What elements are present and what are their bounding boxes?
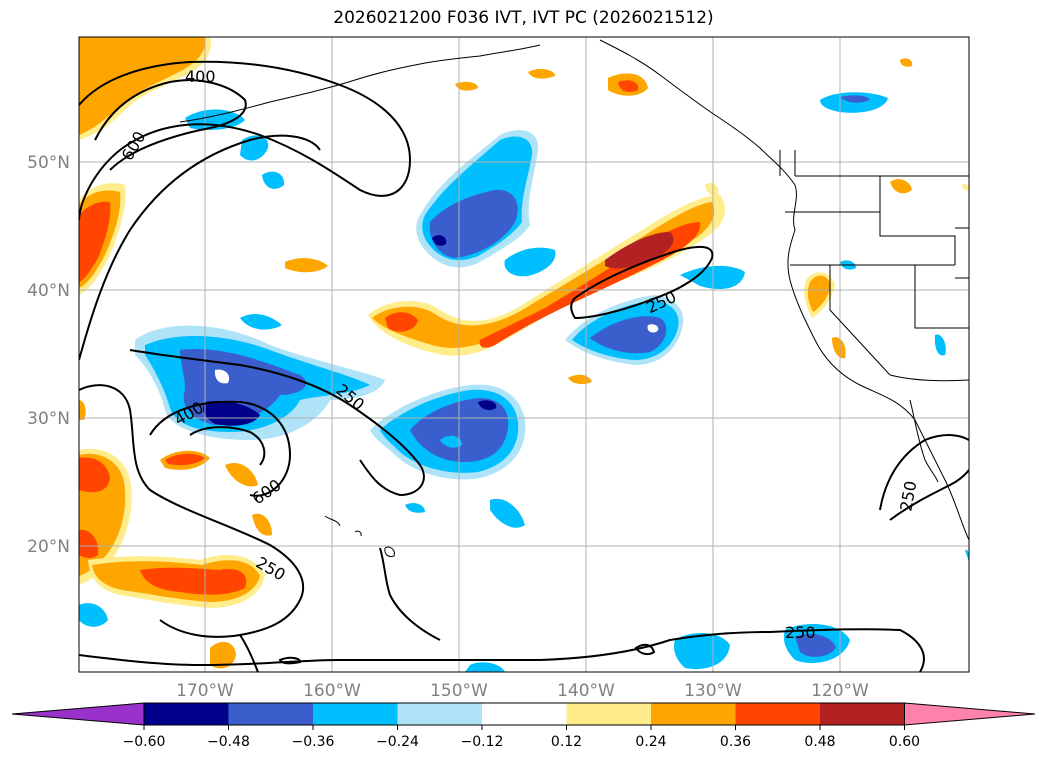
contour-label: 400: [185, 67, 216, 86]
political-borders: [779, 150, 969, 382]
lat-label: 30°N: [27, 409, 70, 429]
colorbar-segment: [820, 703, 905, 725]
negative-anomaly-shading: [79, 92, 969, 672]
lon-label: 170°W: [176, 681, 234, 701]
lon-label: 120°W: [811, 681, 869, 701]
map-panel: 400 600 250 250 400 600 250 250 250: [79, 37, 969, 672]
colorbar-extend-high: [904, 702, 1036, 726]
colorbar-tick-label: −0.12: [461, 734, 504, 750]
lon-label: 160°W: [303, 681, 361, 701]
colorbar-segment: [228, 703, 313, 725]
lat-label: 20°N: [27, 537, 70, 557]
ivt-contours: [79, 60, 969, 672]
lat-label: 50°N: [27, 153, 70, 173]
colorbar-tick-label: 0.60: [889, 734, 920, 750]
colorbar-tick-label: −0.24: [376, 734, 419, 750]
colorbar-tick-label: −0.36: [292, 734, 335, 750]
colorbar-tick-label: 0.48: [804, 734, 835, 750]
lon-label: 130°W: [684, 681, 742, 701]
colorbar-tick-label: 0.12: [551, 734, 582, 750]
positive-anomaly-shading: [79, 37, 969, 669]
colorbar-segment: [313, 703, 398, 725]
lon-label: 150°W: [430, 681, 488, 701]
coastlines: [179, 39, 969, 557]
colorbar-extend-low: [11, 702, 145, 726]
colorbar: −0.60 −0.48 −0.36 −0.24 −0.12 0.12 0.24 0.36 0.4…: [11, 702, 1036, 750]
map-frame: [78, 36, 970, 673]
graticule: [79, 37, 969, 672]
colorbar-tick-label: −0.60: [123, 734, 166, 750]
colorbar-segment: [144, 703, 229, 725]
colorbar-segment: [482, 703, 567, 725]
lat-label: 40°N: [27, 281, 70, 301]
colorbar-tick-label: 0.36: [720, 734, 751, 750]
colorbar-tick-label: 0.24: [635, 734, 666, 750]
latitude-labels: 50°N 40°N 30°N 20°N: [27, 153, 70, 557]
map-title: 2026021200 F036 IVT, IVT PC (2026021512): [333, 8, 714, 28]
contour-label: 250: [785, 623, 816, 642]
lon-label: 140°W: [557, 681, 615, 701]
longitude-labels: 170°W 160°W 150°W 140°W 130°W 120°W: [176, 681, 869, 701]
colorbar-tick-label: −0.48: [207, 734, 250, 750]
colorbar-segment: [566, 703, 651, 725]
colorbar-segment: [735, 703, 820, 725]
colorbar-segment: [397, 703, 482, 725]
colorbar-segment: [651, 703, 736, 725]
colorbar-frame: [143, 702, 905, 726]
